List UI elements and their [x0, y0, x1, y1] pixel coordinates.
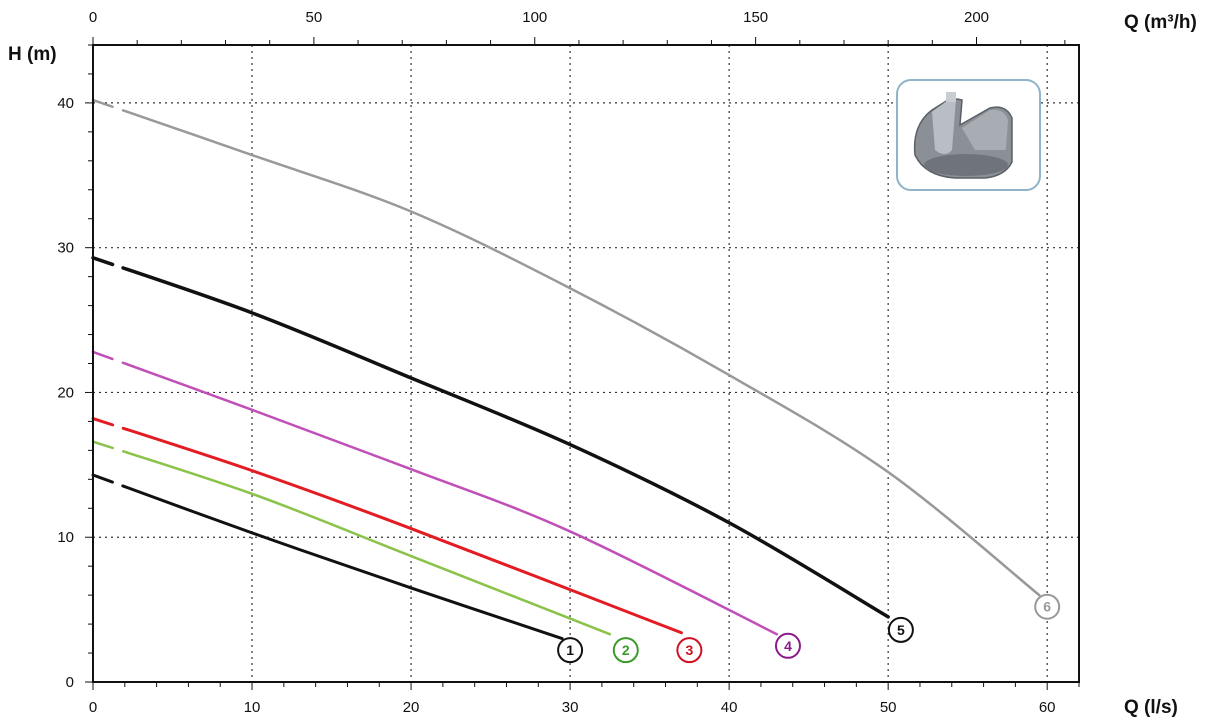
curve-marker-label-5: 5 [897, 622, 905, 638]
curve-line-1 [91, 473, 564, 641]
x-tick-label: 50 [880, 699, 897, 716]
x2-tick-label: 0 [89, 9, 97, 26]
x-tick-label: 20 [403, 699, 420, 716]
curve-marker-label-6: 6 [1043, 599, 1051, 615]
curve-line-2 [91, 440, 612, 636]
x2-tick-label: 150 [743, 9, 768, 26]
top-x-axis-title: Q (m³/h) [1124, 12, 1197, 33]
curve-line-5 [91, 256, 890, 619]
x-tick-label: 10 [244, 699, 261, 716]
curve-marker-label-2: 2 [622, 642, 630, 658]
curve-marker-2 [612, 637, 639, 664]
gridlines [93, 45, 1079, 682]
curve-6 [91, 98, 1041, 597]
y-axis-title: H (m) [8, 44, 57, 65]
curve-marker-6 [1034, 593, 1061, 620]
curve-2 [91, 440, 612, 636]
bottom-x-axis-title: Q (l/s) [1124, 697, 1178, 718]
x-tick-label: 40 [721, 699, 738, 716]
curve-line-4 [91, 350, 779, 636]
y-tick-label: 10 [57, 529, 74, 546]
curve-marker-4 [774, 632, 801, 659]
curve-line-6 [91, 98, 1041, 597]
tick-labels: 0 10 20 30 40 50 60 0 50 100 150 200 0 10 20 30 40 [57, 9, 1055, 716]
curve-1 [91, 473, 564, 641]
y-tick-label: 20 [57, 384, 74, 401]
curve-3 [91, 417, 683, 635]
curve-series [91, 98, 1041, 641]
curve-5 [91, 256, 890, 619]
curve-marker-label-4: 4 [784, 638, 792, 654]
curve-marker-1 [557, 637, 584, 664]
x-tick-label: 30 [562, 699, 579, 716]
curve-markers: 1 2 3 4 5 6 [557, 593, 1061, 664]
y-tick-label: 40 [57, 95, 74, 112]
curve-marker-label-3: 3 [685, 642, 693, 658]
curve-marker-3 [676, 637, 703, 664]
curve-marker-5 [887, 616, 914, 643]
x2-tick-label: 100 [522, 9, 547, 26]
y-tick-label: 0 [66, 674, 74, 691]
impeller-image [896, 79, 1041, 191]
plot-frame [92, 44, 1080, 683]
x2-tick-label: 50 [306, 9, 323, 26]
curve-marker-label-1: 1 [566, 642, 574, 658]
curve-4 [91, 350, 779, 636]
y-tick-label: 30 [57, 240, 74, 257]
x-tick-label: 0 [89, 699, 97, 716]
curve-line-3 [91, 417, 683, 635]
x-tick-label: 60 [1039, 699, 1056, 716]
x2-tick-label: 200 [964, 9, 989, 26]
